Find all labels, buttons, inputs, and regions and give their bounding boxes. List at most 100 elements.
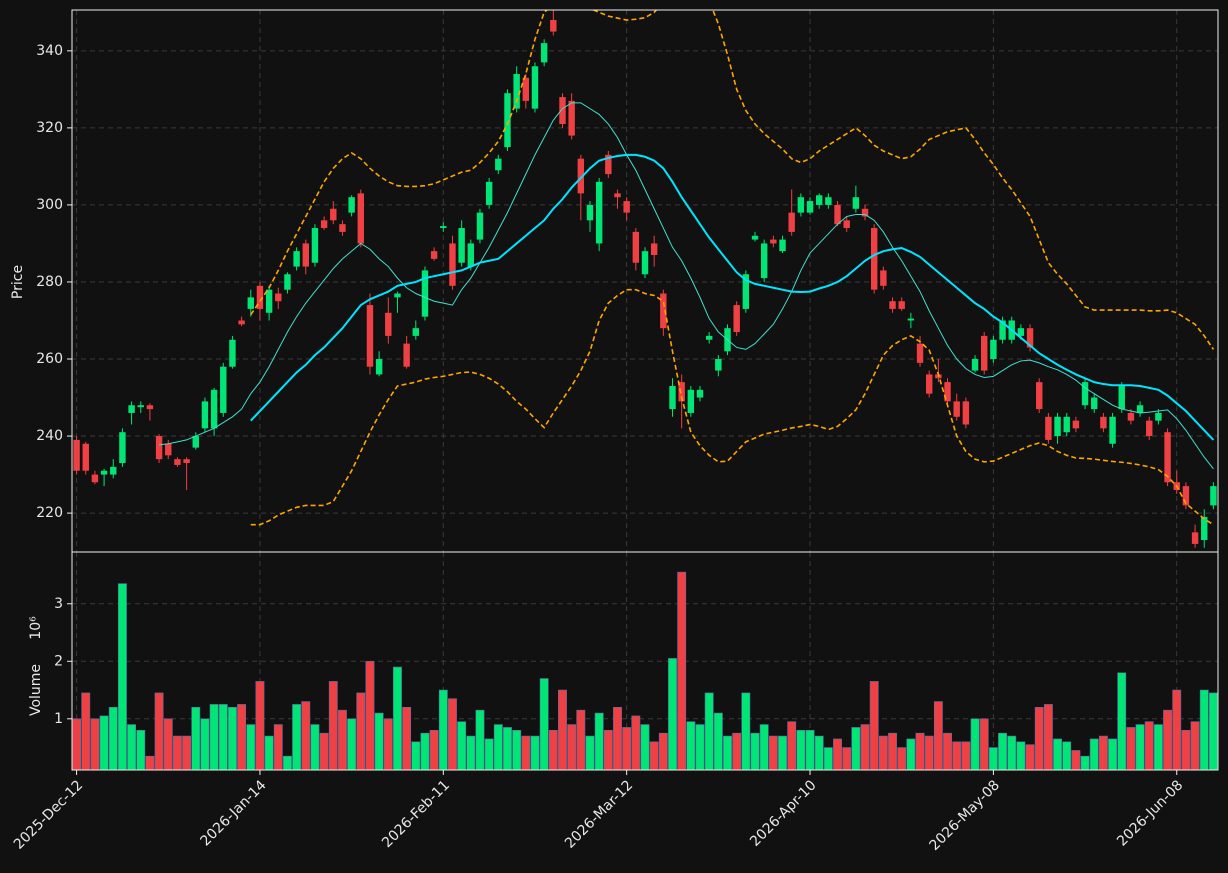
- candle-body: [650, 243, 658, 255]
- candle-body: [1063, 416, 1070, 433]
- candle-body: [119, 432, 126, 464]
- volume-bar: [1071, 750, 1081, 770]
- volume-bar: [301, 701, 311, 770]
- volume-bar: [842, 747, 852, 770]
- candle-body: [981, 335, 988, 371]
- candle-body: [705, 335, 713, 340]
- volume-bar: [512, 730, 522, 770]
- candle-body: [999, 320, 1006, 340]
- volume-bar: [127, 724, 137, 770]
- candle-body: [174, 459, 181, 465]
- volume-bar: [228, 707, 237, 770]
- volume-bar: [283, 755, 292, 770]
- candle-body: [834, 204, 841, 225]
- candle-body: [1146, 420, 1153, 437]
- volume-bar: [292, 704, 302, 770]
- volume-bar: [411, 741, 421, 770]
- candle-body: [375, 359, 383, 375]
- volume-bar: [576, 709, 586, 770]
- candle-body: [430, 251, 438, 259]
- volume-axis-label: Volume: [28, 664, 44, 716]
- volume-bar: [530, 735, 540, 770]
- volume-bar: [998, 732, 1007, 770]
- volume-bar: [402, 707, 412, 770]
- candle-body: [229, 339, 236, 367]
- volume-bar: [72, 718, 82, 770]
- candle-body: [898, 301, 905, 309]
- candle-body: [843, 220, 850, 229]
- candle-body: [100, 470, 108, 475]
- candle-body: [467, 243, 475, 267]
- volume-bar: [988, 747, 998, 770]
- candle-body: [540, 43, 548, 63]
- volume-bar: [90, 718, 100, 770]
- candle-body: [522, 77, 530, 101]
- volume-bar: [1089, 738, 1099, 770]
- volume-bar: [558, 689, 567, 770]
- volume-bar: [814, 735, 824, 770]
- candle-body: [861, 208, 869, 217]
- candle-body: [953, 401, 960, 417]
- candle-body: [412, 328, 420, 336]
- candle-body: [623, 201, 630, 213]
- volume-bar: [1172, 689, 1182, 770]
- volume-bar: [741, 692, 751, 770]
- moving-average-line: [159, 102, 1214, 470]
- candle-body: [880, 270, 887, 286]
- volume-bar: [466, 735, 476, 770]
- candle-body: [595, 181, 603, 244]
- candle-body: [733, 305, 740, 333]
- candle-body: [678, 382, 685, 402]
- volume-bar: [420, 732, 430, 770]
- candle-body: [394, 293, 401, 298]
- candle-body: [806, 201, 814, 213]
- candle-body: [1182, 486, 1190, 506]
- candle-body: [852, 197, 860, 209]
- moving-average-line: [250, 153, 1215, 441]
- volume-bar: [1153, 724, 1163, 770]
- volume-bar: [374, 712, 384, 770]
- candle-body: [165, 443, 172, 456]
- x-tick-label: 2026-May-08: [926, 777, 1003, 854]
- volume-bar: [851, 727, 861, 770]
- volume-panel: [72, 571, 1218, 770]
- x-tick-label: 2026-Mar-12: [562, 777, 636, 851]
- volume-bar: [273, 724, 283, 770]
- volume-bar: [209, 704, 219, 770]
- volume-bar: [768, 735, 778, 770]
- volume-bar: [218, 704, 228, 770]
- volume-bar: [833, 738, 842, 770]
- candle-body: [311, 228, 319, 263]
- candle-body: [1045, 416, 1052, 440]
- price-panel: [73, 10, 1217, 548]
- volume-bar: [393, 666, 402, 770]
- candle-body: [825, 197, 832, 205]
- volume-bar: [237, 704, 247, 770]
- volume-bar: [356, 692, 366, 770]
- candle-body: [256, 285, 264, 309]
- volume-bar: [429, 730, 439, 770]
- candle-body: [238, 320, 245, 325]
- volume-bar: [933, 701, 943, 770]
- candle-body: [137, 405, 144, 408]
- candle-body: [366, 305, 374, 367]
- candle-body: [1081, 382, 1089, 406]
- volume-bar: [1034, 707, 1044, 770]
- candle-body: [82, 443, 89, 471]
- volume-bar: [475, 709, 485, 770]
- x-tick-label: 2026-Jun-08: [1114, 777, 1186, 849]
- candle-body: [275, 293, 282, 302]
- candle-body: [110, 466, 117, 475]
- x-tick-label: 2026-Feb-11: [379, 777, 453, 851]
- candle-body: [1136, 405, 1144, 413]
- candle-body: [146, 405, 154, 410]
- volume-bar: [603, 730, 613, 770]
- volume-bar: [1117, 672, 1127, 770]
- volume-bar: [255, 681, 265, 770]
- candle-body: [183, 459, 190, 464]
- candle-body: [201, 401, 209, 429]
- candle-body: [458, 228, 465, 263]
- volume-bar: [338, 709, 347, 770]
- volume-bar: [1108, 738, 1117, 770]
- volume-bar: [970, 718, 980, 770]
